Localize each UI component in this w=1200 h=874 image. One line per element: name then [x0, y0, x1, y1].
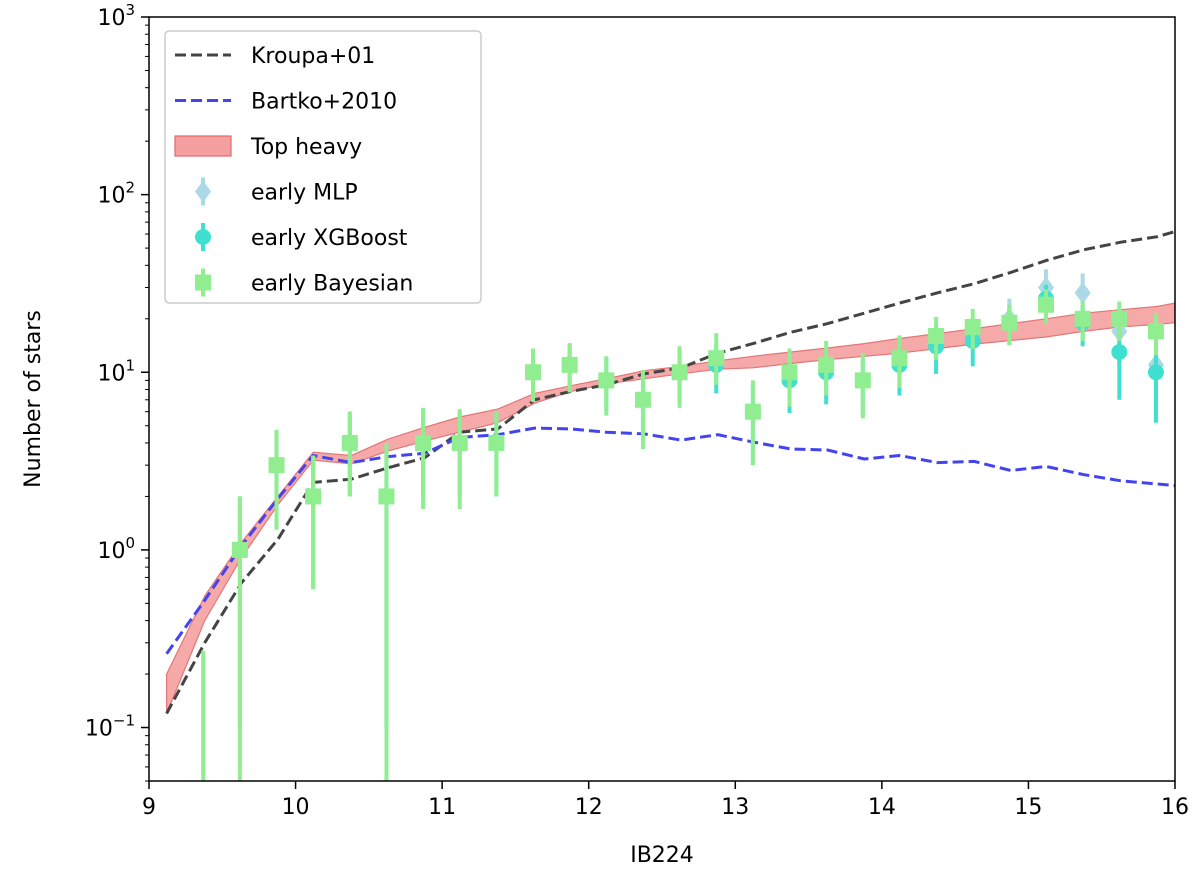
- legend-label: Kroupa+01: [251, 44, 375, 69]
- legend-swatch-square: [195, 274, 211, 291]
- data-point-square: [818, 356, 835, 373]
- plot-frame: [148, 16, 1176, 782]
- data-point-square: [305, 488, 322, 505]
- x-tick-label: 11: [428, 795, 456, 820]
- data-point-square: [854, 372, 871, 389]
- legend-entry: Top heavy: [174, 135, 362, 160]
- y-axis-label: Number of stars: [21, 310, 46, 488]
- data-point-square: [781, 364, 798, 381]
- x-axis-label: IB224: [630, 843, 694, 868]
- data-point-square: [231, 541, 248, 558]
- data-point-square: [268, 457, 285, 474]
- data-point-square: [1147, 323, 1164, 340]
- data-point-square: [744, 403, 761, 420]
- x-tick-label: 15: [1014, 795, 1042, 820]
- legend-entry: early XGBoost: [195, 223, 408, 251]
- data-point-circle: [1147, 364, 1164, 381]
- data-point-square: [964, 318, 981, 335]
- data-point-square: [1001, 314, 1018, 331]
- data-point-square: [488, 434, 505, 451]
- y-tick-label: 10−1: [85, 712, 135, 742]
- legend-label: Top heavy: [250, 135, 362, 160]
- legend-entry: Kroupa+01: [175, 44, 375, 69]
- data-point-square: [525, 364, 542, 381]
- data-point-square: [415, 434, 432, 451]
- x-tick-label: 10: [282, 795, 310, 820]
- data-point-square: [561, 356, 578, 373]
- data-point-diamond: [1074, 281, 1091, 304]
- y-tick-label: 103: [97, 1, 135, 31]
- top-heavy-band: [166, 302, 1175, 714]
- legend-swatch-circle: [195, 229, 211, 245]
- legend-label: early Bayesian: [251, 272, 413, 297]
- legend-entry: Bartko+2010: [175, 90, 397, 115]
- plot-area: [165, 230, 1175, 781]
- legend: Kroupa+01 Bartko+2010 Top heavy early MLP ea…: [164, 30, 482, 304]
- legend-swatch-patch: [174, 135, 232, 157]
- legend-swatch-diamond: [195, 180, 211, 203]
- data-point-square: [1111, 310, 1128, 327]
- x-tick-label: 12: [575, 795, 603, 820]
- data-point-square: [378, 488, 395, 505]
- data-point-circle: [1111, 344, 1128, 361]
- series-square-2: [201, 289, 1164, 781]
- legend-entry: early MLP: [195, 177, 358, 206]
- legend-label: early XGBoost: [251, 226, 408, 251]
- data-point-square: [634, 391, 651, 408]
- data-point-square: [451, 434, 468, 451]
- x-tick-label: 14: [868, 795, 896, 820]
- line-series-1: [165, 426, 1175, 655]
- data-point-square: [928, 328, 945, 345]
- x-tick-label: 16: [1161, 795, 1189, 820]
- legend-box: [164, 30, 482, 304]
- data-point-square: [1038, 296, 1055, 313]
- x-tick-label: 9: [142, 795, 156, 820]
- data-point-square: [341, 434, 358, 451]
- data-point-square: [671, 364, 688, 381]
- y-tick-label: 100: [97, 534, 135, 564]
- y-tick-label: 101: [97, 356, 135, 386]
- data-point-square: [891, 350, 908, 367]
- legend-entry: early Bayesian: [195, 268, 413, 297]
- data-point-square: [598, 372, 615, 389]
- legend-label: Bartko+2010: [251, 90, 397, 115]
- axes: 9 10 11 12 13 14 15 16 10−1 100 101 102 103: [85, 1, 1189, 820]
- legend-label: early MLP: [251, 181, 358, 206]
- data-point-square: [708, 350, 725, 367]
- x-tick-label: 13: [721, 795, 749, 820]
- y-tick-label: 102: [97, 179, 135, 209]
- data-point-square: [1074, 310, 1091, 327]
